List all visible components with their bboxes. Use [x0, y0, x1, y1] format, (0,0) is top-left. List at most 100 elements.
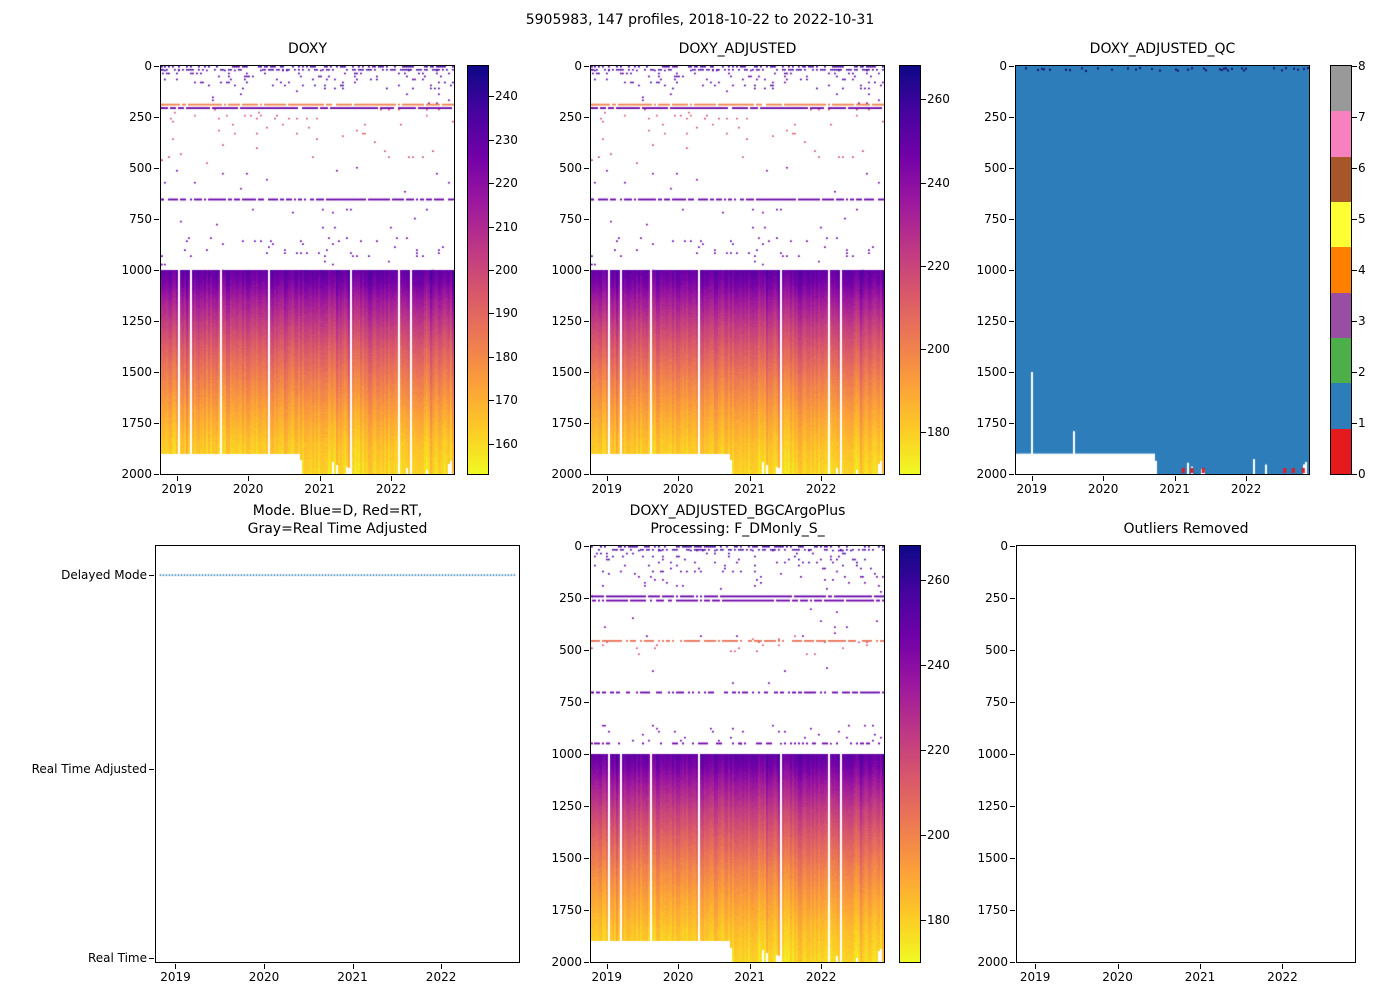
colorbar-tick-mark — [1352, 270, 1357, 271]
colorbar-tick-mark — [1352, 117, 1357, 118]
colorbar-tick-mark — [489, 183, 494, 185]
x-tick-mark — [248, 476, 250, 481]
plot-title-doxy-adjusted-qc: DOXY_ADJUSTED_QC — [1089, 40, 1236, 57]
x-tick-label: 2019 — [161, 482, 192, 496]
y-tick-label: 0 — [144, 59, 152, 73]
colorbar-segment — [1331, 201, 1351, 248]
plot-title-mode: Mode. Blue=D, Red=RT, Gray=Real Time Adj… — [247, 502, 428, 537]
plot-area-outliers-removed: 2019 2020 2021 2022 0 250 500 750 1000 1250 1500 17… — [977, 539, 1356, 984]
y-tick-label: 250 — [129, 110, 152, 124]
y-tick-label: 750 — [129, 212, 152, 226]
x-tick-label: 2020 — [1087, 482, 1119, 496]
y-tick-mark — [1009, 321, 1014, 322]
colorbar-tick-mark — [489, 96, 494, 98]
colorbar-tick-mark — [921, 349, 926, 351]
y-tick-label: 2000 — [976, 467, 1007, 481]
y-tick-label: 1750 — [121, 416, 152, 430]
y-tick-label: 1500 — [121, 365, 152, 379]
x-tick-label: 2021 — [304, 482, 335, 496]
colorbar-tick-label: 200 — [495, 263, 518, 277]
colorbar: 160 170 180 190 200 210 220 230 240 — [467, 65, 518, 475]
plot-area-doxy-adjusted-bgc: 2019 2020 2021 2022 0 250 500 750 1000 1250 1500 17… — [551, 539, 885, 984]
plot-area-doxy-adjusted-qc: 2019 2020 2021 2022 0 250 500 750 1000 1250 1500 17… — [976, 59, 1310, 496]
x-tick-mark — [175, 964, 177, 969]
plot-title-doxy: DOXY — [287, 40, 328, 57]
x-tick-mark — [606, 476, 608, 481]
y-tick-label: 1000 — [976, 263, 1007, 277]
x-tick-mark — [176, 476, 178, 481]
y-tick-label: 1000 — [121, 263, 152, 277]
y-tick-label: 1000 — [551, 747, 582, 761]
colorbar-tick-label: 1 — [1358, 416, 1366, 430]
colorbar-tick-mark — [1352, 219, 1357, 220]
colorbar-tick-mark — [1352, 372, 1357, 373]
colorbar-tick-label: 160 — [495, 436, 518, 451]
y-tick-label: 1000 — [977, 747, 1008, 761]
y-tick-mark — [1010, 598, 1015, 599]
x-tick-label: 2020 — [662, 970, 694, 984]
y-tick-label: 750 — [559, 695, 582, 709]
colorbar-tick-mark — [489, 226, 494, 228]
y-tick-mark — [1009, 219, 1014, 220]
y-tick-label: 2000 — [977, 955, 1008, 969]
x-tick-mark — [1246, 476, 1248, 481]
y-tick-label: 1750 — [977, 903, 1008, 917]
x-tick-mark — [749, 964, 751, 969]
x-tick-label: 2019 — [160, 970, 191, 984]
y-tick-mark — [584, 598, 589, 599]
y-tick-mark — [584, 423, 589, 424]
colorbar-segment — [1331, 428, 1351, 474]
y-tick-mark — [1009, 423, 1014, 424]
x-tick-label: 2020 — [248, 970, 280, 984]
y-tick-label: 500 — [129, 161, 152, 175]
y-tick-mark — [154, 168, 159, 169]
y-tick-label: 1000 — [551, 263, 582, 277]
subplot-mode: Mode. Blue=D, Red=RT, Gray=Real Time Adj… — [32, 503, 520, 984]
y-tick-mark — [584, 650, 589, 651]
y-tick-mark — [1009, 117, 1014, 118]
x-tick-mark — [606, 964, 608, 969]
x-tick-mark — [441, 964, 443, 969]
x-tick-label: 2022 — [1267, 970, 1298, 984]
subplot-doxy-adjusted-qc: DOXY_ADJUSTED_QC 2019 2020 2021 2022 0 250 500… — [976, 41, 1365, 496]
colorbar-tick-mark — [921, 432, 926, 434]
plot-area-mode: 2019 2020 2021 2022 Delayed Mode Real Time Ad… — [32, 545, 520, 984]
colorbar-tick-label: 210 — [495, 219, 518, 234]
y-tick-label: 1500 — [976, 365, 1007, 379]
colorbar: 180 200 220 240 260 — [899, 65, 950, 475]
colorbar-tick-label: 5 — [1358, 212, 1366, 226]
x-tick-mark — [1282, 964, 1284, 969]
y-tick-label: 500 — [559, 643, 582, 657]
y-tick-mark — [584, 219, 589, 220]
heatmap-canvas-doxy — [161, 66, 454, 474]
colorbar-segment — [1331, 156, 1351, 202]
x-tick-mark — [821, 476, 823, 481]
y-tick-mark — [149, 957, 154, 959]
colorbar-tick-mark — [921, 579, 926, 581]
x-tick-mark — [821, 964, 823, 969]
plot-title-outliers-removed: Outliers Removed — [1123, 520, 1249, 537]
colorbar-tick-mark — [1352, 168, 1357, 169]
colorbar-tick-label: 260 — [927, 572, 950, 587]
y-tick-mark — [584, 858, 589, 859]
y-tick-mark — [584, 117, 589, 118]
y-tick-label: 2000 — [121, 467, 152, 481]
colorbar-tick-label: 230 — [495, 132, 518, 147]
x-tick-mark — [749, 476, 751, 481]
y-tick-mark — [149, 768, 154, 770]
x-tick-label: 2019 — [1016, 482, 1047, 496]
plot-title-doxy-adjusted: DOXY_ADJUSTED — [678, 40, 797, 57]
y-tick-mark — [584, 546, 589, 547]
colorbar-tick-mark — [1352, 66, 1357, 67]
plot-area-doxy-adjusted: 2019 2020 2021 2022 0 250 500 750 1000 1250 1500 17… — [551, 59, 885, 496]
subplot-doxy: DOXY 2019 2020 2021 2022 0 250 500 750 1000 1250 1… — [121, 41, 517, 496]
y-tick-mark — [1009, 372, 1014, 373]
y-tick-mark — [1009, 66, 1014, 67]
x-tick-label: 2021 — [1159, 482, 1190, 496]
y-tick-label: Delayed Mode — [61, 568, 147, 583]
y-tick-mark — [1010, 910, 1015, 911]
y-tick-mark — [584, 168, 589, 169]
x-tick-mark — [391, 476, 393, 481]
colorbar-tick-label: 170 — [495, 393, 518, 408]
y-tick-label: 1250 — [551, 799, 582, 813]
